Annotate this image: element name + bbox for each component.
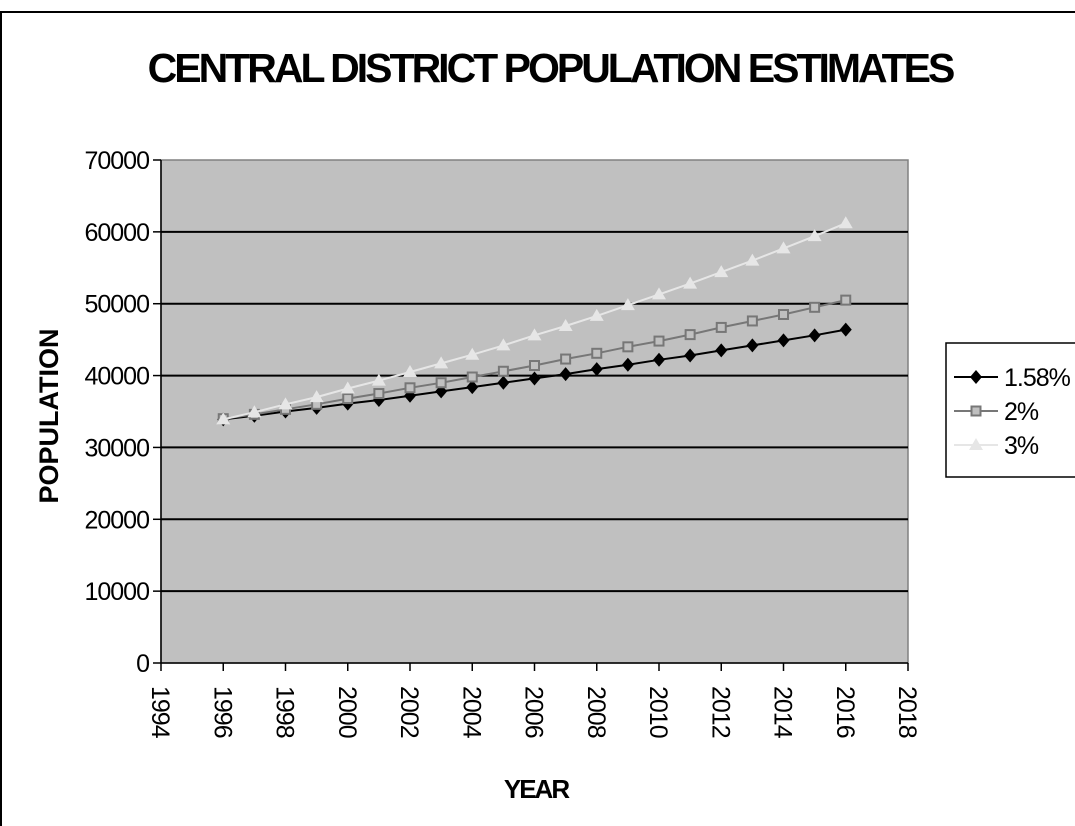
data-point (340, 381, 355, 394)
data-point (715, 321, 727, 333)
y-tick-label: 10000 (84, 578, 149, 606)
data-point (590, 362, 603, 377)
legend-marker (970, 405, 982, 417)
x-tick-label: 2006 (520, 686, 548, 738)
data-point (529, 360, 540, 372)
data-point (778, 308, 789, 320)
data-point (684, 348, 697, 363)
x-tick-label: 2014 (769, 686, 797, 739)
data-point (683, 276, 698, 289)
x-tick-label: 2016 (831, 686, 859, 738)
x-tick-label: 2002 (395, 686, 423, 738)
legend-label: 3% (1004, 432, 1039, 460)
series-3 (216, 216, 853, 425)
y-tick-labels: 0 10000 20000 30000 40000 50000 60000 70000 (84, 147, 150, 678)
data-point (465, 347, 480, 360)
data-point (653, 335, 665, 347)
y-tick-label: 0 (136, 650, 149, 678)
data-point (560, 353, 572, 365)
x-tick-label: 2008 (582, 686, 610, 738)
legend-marker (969, 438, 983, 450)
x-tick-label: 2012 (706, 686, 734, 738)
data-point (621, 357, 634, 372)
axes (153, 159, 909, 671)
data-point (838, 216, 853, 229)
data-point (466, 380, 479, 395)
legend-entry: 3% (954, 432, 1040, 460)
data-point (373, 388, 385, 400)
data-point (247, 405, 262, 418)
data-point (653, 352, 665, 367)
series-group (216, 216, 853, 427)
y-tick-label: 60000 (84, 219, 149, 247)
data-point (559, 367, 572, 382)
data-point (528, 371, 541, 386)
data-point (371, 373, 386, 386)
data-point (714, 265, 729, 278)
x-tick-label: 1996 (208, 686, 236, 738)
x-tick-label: 2000 (333, 686, 361, 738)
data-point (807, 229, 822, 242)
data-point (684, 329, 696, 341)
data-point (652, 287, 666, 300)
data-point (435, 377, 447, 389)
data-point (777, 333, 790, 348)
data-point (497, 365, 509, 377)
x-tick-label: 2018 (893, 686, 921, 738)
y-tick-label: 20000 (84, 506, 149, 534)
chart-title: CENTRAL DISTRICT POPULATION ESTIMATES (148, 45, 954, 91)
x-tick-labels: 1994 1996 1998 2000 2002 2004 2006 2008 2010 2012… (146, 686, 921, 739)
data-point (745, 253, 760, 266)
legend-entry: 2% (954, 398, 1040, 426)
data-point (746, 315, 758, 327)
data-point (466, 371, 478, 383)
data-point (342, 393, 354, 405)
data-point (527, 328, 542, 341)
legend-marker (970, 370, 982, 384)
data-point (840, 294, 852, 306)
data-point (216, 412, 231, 425)
data-point (808, 328, 821, 343)
y-tick-label: 30000 (84, 434, 149, 462)
gridlines (161, 230, 908, 593)
legend-label: 1.58% (1004, 364, 1071, 392)
y-tick-label: 50000 (84, 291, 149, 319)
x-axis-label: YEAR (504, 774, 570, 804)
data-point (809, 301, 821, 313)
data-point (404, 382, 416, 394)
legend-entry: 1.58% (954, 364, 1072, 392)
data-point (746, 338, 759, 353)
data-point (278, 397, 293, 410)
data-point (715, 343, 728, 358)
legend-label: 2% (1004, 398, 1039, 426)
x-tick-label: 2010 (644, 686, 672, 738)
y-tick-label: 70000 (84, 147, 149, 175)
data-point (591, 347, 603, 359)
data-point (403, 364, 417, 377)
x-tick-label: 1994 (146, 686, 174, 739)
data-point (309, 390, 324, 403)
data-point (622, 341, 634, 353)
data-point (776, 241, 791, 254)
data-point (839, 322, 852, 337)
data-point (434, 356, 449, 369)
data-point (558, 318, 573, 331)
data-point (496, 338, 511, 351)
x-tick-label: 1998 (271, 686, 299, 738)
x-tick-label: 2004 (457, 686, 485, 739)
data-point (497, 375, 510, 390)
legend: 1.58% 2% 3% (945, 342, 1075, 478)
y-tick-label: 40000 (84, 363, 149, 391)
data-point (620, 298, 635, 311)
y-axis-label: POPULATION (34, 329, 64, 504)
data-point (589, 308, 604, 321)
